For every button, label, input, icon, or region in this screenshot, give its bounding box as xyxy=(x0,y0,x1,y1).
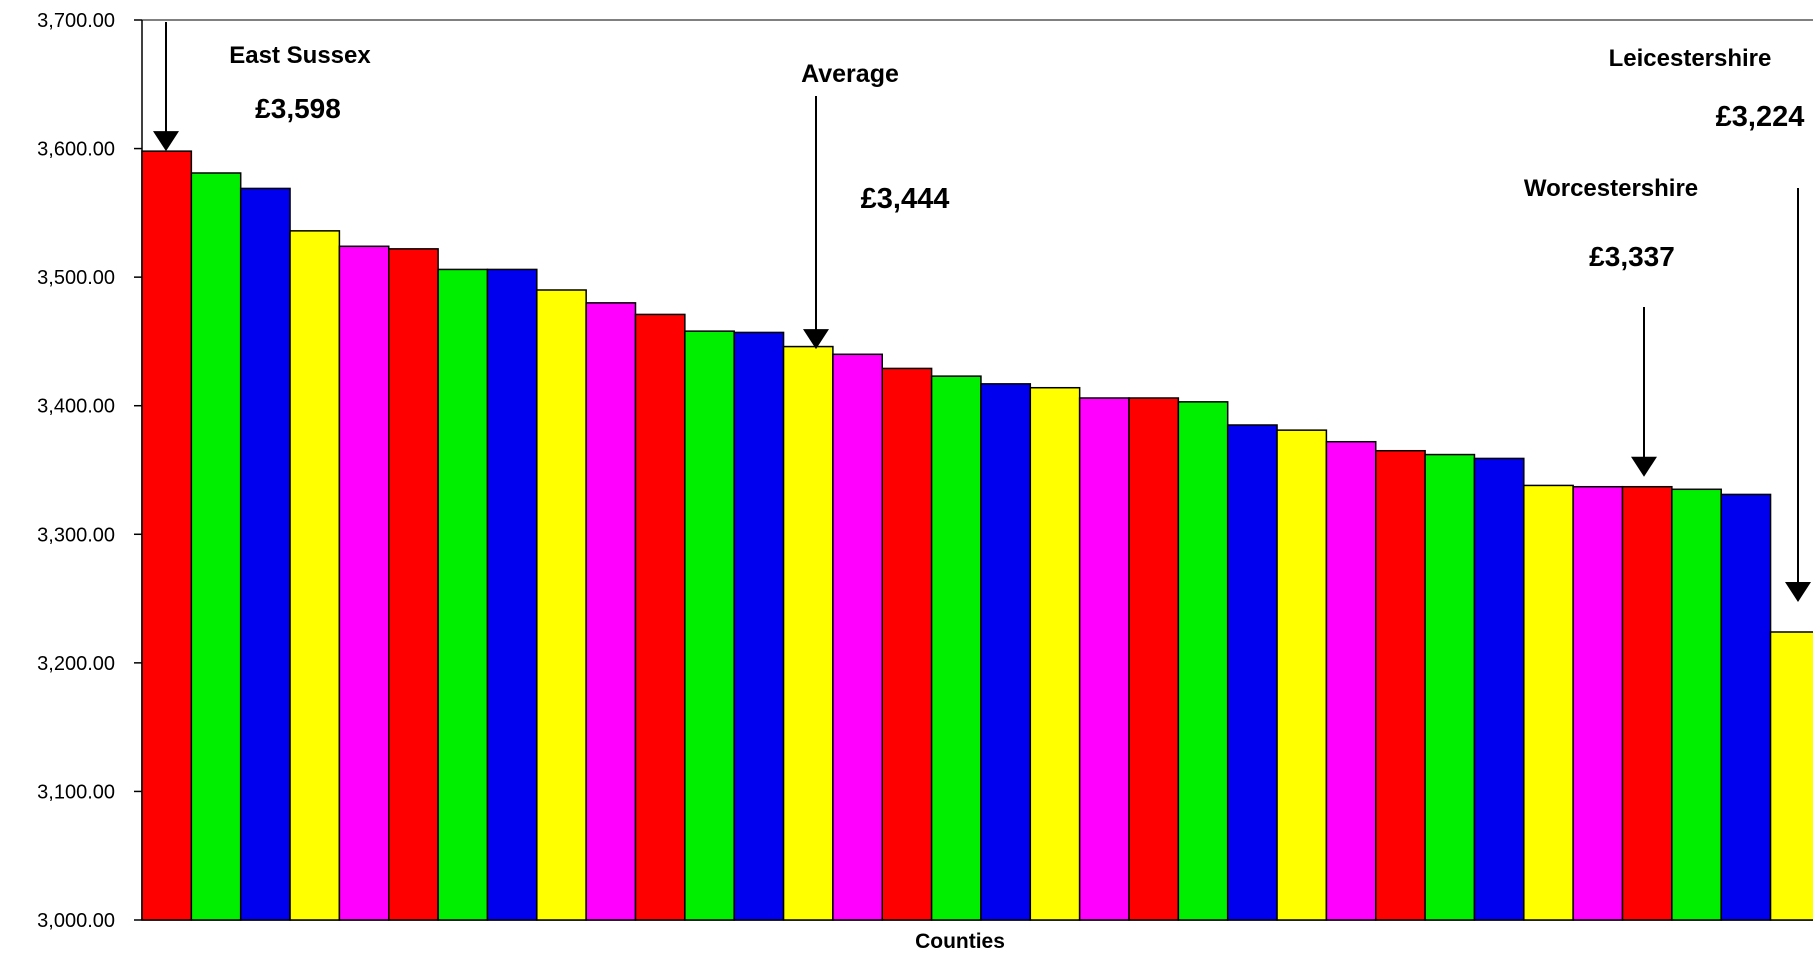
annotation-label: Worcestershire xyxy=(1524,175,1698,202)
annotation-label: Leicestershire xyxy=(1609,45,1772,72)
bar xyxy=(1523,484,1574,921)
bar xyxy=(585,302,637,921)
bar xyxy=(338,245,390,921)
annotation-label: Average xyxy=(801,60,899,88)
bar xyxy=(1226,424,1278,921)
y-tick-label: 3,600.00 xyxy=(37,139,115,161)
bar xyxy=(1276,429,1328,921)
y-tick-label: 3,700.00 xyxy=(37,10,115,32)
bars xyxy=(141,150,1813,921)
bar xyxy=(733,331,785,921)
bar xyxy=(1769,631,1813,921)
bar xyxy=(1029,386,1081,921)
annotation-arrow xyxy=(1631,307,1657,477)
annotation-value: £3,337 xyxy=(1589,241,1675,272)
bar xyxy=(1473,457,1525,921)
bar xyxy=(1572,485,1624,921)
bar xyxy=(1720,493,1772,921)
bar xyxy=(141,150,193,921)
bar xyxy=(289,230,341,921)
y-tick-label: 3,100.00 xyxy=(37,781,115,803)
annotation-value: £3,224 xyxy=(1716,101,1805,133)
bar xyxy=(190,172,242,921)
annotation-label: East Sussex xyxy=(229,42,371,69)
bar xyxy=(1621,485,1673,921)
bar xyxy=(684,330,735,921)
y-tick-label: 3,500.00 xyxy=(37,267,115,289)
annotations: East Sussex £3,598 Average £3,444 Worcesters… xyxy=(153,22,1811,602)
annotation-value: £3,598 xyxy=(255,93,341,124)
bar xyxy=(832,353,884,921)
annotation-arrow xyxy=(153,22,179,152)
x-axis-label: Counties xyxy=(915,930,1005,953)
y-tick-label: 3,300.00 xyxy=(37,524,115,546)
bar xyxy=(1128,397,1180,921)
annotation-value: £3,444 xyxy=(861,183,950,215)
bar xyxy=(1078,397,1130,921)
bar xyxy=(1325,440,1377,921)
annotation-arrow xyxy=(1785,188,1811,602)
y-tick-label: 3,200.00 xyxy=(37,653,115,675)
bar xyxy=(1424,453,1476,921)
bar xyxy=(1671,488,1722,921)
bar xyxy=(782,345,834,921)
bar xyxy=(1375,449,1426,921)
bar xyxy=(930,375,982,921)
bar xyxy=(536,289,587,921)
y-tick-label: 3,400.00 xyxy=(37,396,115,418)
bar xyxy=(980,383,1032,921)
bar xyxy=(634,313,686,921)
bar xyxy=(881,367,933,921)
bar xyxy=(486,268,538,921)
bar xyxy=(388,248,439,921)
bar xyxy=(437,268,489,921)
bar xyxy=(1177,401,1229,921)
bar xyxy=(239,187,291,921)
annotation-arrow xyxy=(803,96,829,350)
y-tick-label: 3,000.00 xyxy=(37,910,115,932)
